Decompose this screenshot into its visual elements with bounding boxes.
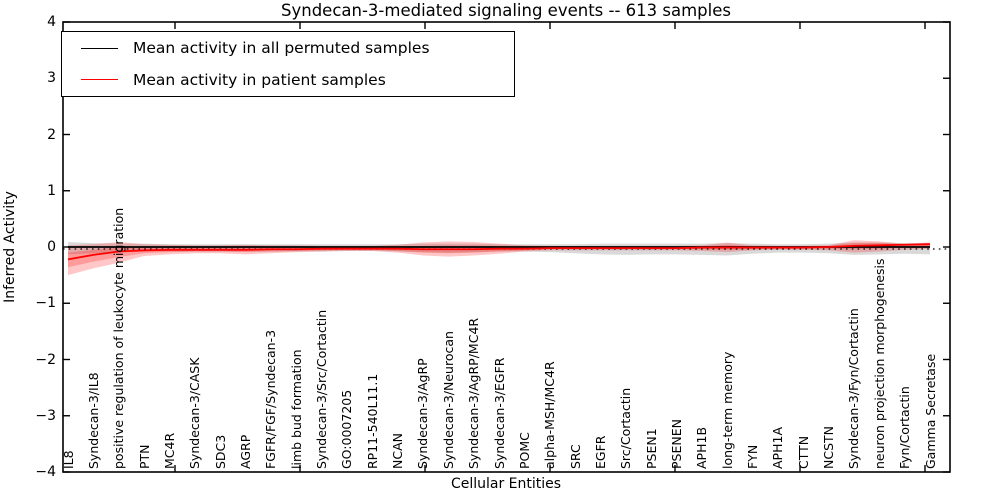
x-tick-label: positive regulation of leukocyte migrati… <box>111 207 127 469</box>
x-tick-label: Syndecan-3/Neurocan <box>440 331 456 469</box>
permuted-line-icon <box>81 47 118 49</box>
x-tick-label: FYN <box>745 444 761 469</box>
x-tick-label: PTN <box>136 444 152 469</box>
y-tick-label: 2 <box>47 126 56 143</box>
y-tick-label: −3 <box>35 407 56 424</box>
x-tick-label: FGFR/FGF/Syndecan-3 <box>263 329 279 469</box>
y-tick-label: −1 <box>35 295 56 312</box>
legend-label-patient: Mean activity in patient samples <box>133 70 386 89</box>
legend-entry-permuted: Mean activity in all permuted samples <box>62 33 514 63</box>
x-tick-label: PSENEN <box>668 419 684 469</box>
x-tick-label: Syndecan-3/AgRP <box>415 358 431 469</box>
x-tick-label: EGFR <box>592 435 608 469</box>
x-tick-label: AGRP <box>237 434 253 469</box>
legend: Mean activity in all permuted samples Me… <box>61 31 515 97</box>
x-tick-label: SDC3 <box>212 434 228 469</box>
x-tick-label: Syndecan-3/EGFR <box>491 357 507 469</box>
x-tick-label: Syndecan-3/IL8 <box>85 372 101 469</box>
x-tick-label: PSEN1 <box>643 428 659 469</box>
x-tick-label: limb bud formation <box>288 349 304 469</box>
x-tick-label: Gamma Secretase <box>922 353 938 469</box>
patient-mean-line <box>67 243 931 261</box>
x-tick-label: Src/Cortactin <box>618 387 634 469</box>
patient-line-icon <box>81 79 118 81</box>
x-tick-label: Syndecan-3/AgRP/MC4R <box>466 317 482 469</box>
y-tick-label: 0 <box>47 239 56 255</box>
y-tick-label: −2 <box>35 351 56 368</box>
x-tick-label: APH1A <box>770 427 786 469</box>
y-tick-label: 4 <box>47 14 56 30</box>
y-tick-label: 3 <box>47 70 56 87</box>
x-axis-label: Cellular Entities <box>450 476 562 492</box>
x-tick-label: SRC <box>567 444 583 469</box>
x-tick-label: long-term memory <box>719 351 735 469</box>
x-tick-label: Syndecan-3/Src/Cortactin <box>314 309 330 469</box>
y-tick-label: 1 <box>47 182 56 199</box>
x-tick-label: RP11-540L11.1 <box>364 373 380 469</box>
x-tick-label: CTTN <box>795 435 811 469</box>
x-tick-label: Fyn/Cortactin <box>897 386 913 469</box>
x-tick-label: GO:0007205 <box>339 389 355 469</box>
x-tick-label: NCAN <box>390 433 406 469</box>
x-tick-label: alpha-MSH/MC4R <box>542 361 558 469</box>
x-tick-label: neuron projection morphogenesis <box>871 258 887 469</box>
x-tick-label: Syndecan-3/CASK <box>187 357 203 469</box>
x-tick-label: POMC <box>516 432 532 469</box>
x-tick-label: NCSTN <box>821 426 837 469</box>
chart-title: Syndecan-3-mediated signaling events -- … <box>281 1 731 20</box>
x-tick-label: IL8 <box>60 450 76 469</box>
y-tick-label: −4 <box>35 464 56 480</box>
x-tick-label: MC4R <box>161 432 177 469</box>
x-tick-label: APH1B <box>694 426 710 469</box>
legend-label-permuted: Mean activity in all permuted samples <box>133 39 430 58</box>
legend-entry-patient: Mean activity in patient samples <box>62 65 514 95</box>
x-tick-label: Syndecan-3/Fyn/Cortactin <box>846 308 862 469</box>
